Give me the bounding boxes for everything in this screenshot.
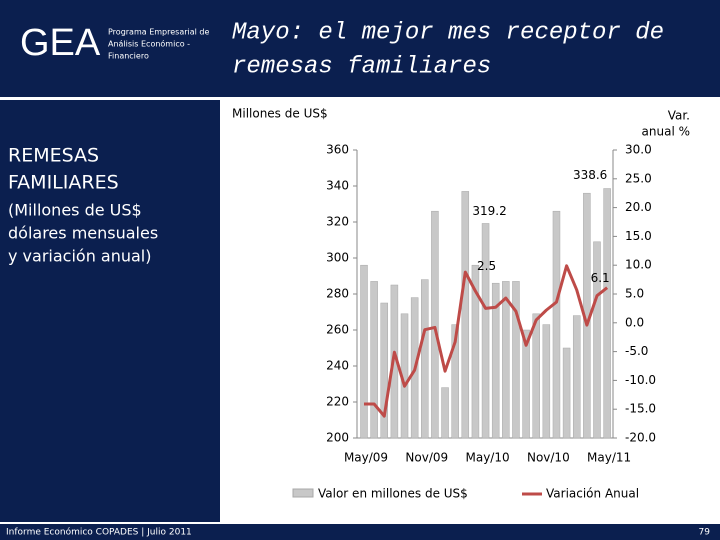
bar bbox=[542, 324, 551, 439]
logo: GEA bbox=[20, 22, 101, 64]
y-tick-label: 260 bbox=[326, 323, 349, 337]
y2-tick-label: -5.0 bbox=[625, 344, 648, 358]
y-tick-label: 300 bbox=[326, 251, 349, 265]
bar bbox=[562, 347, 571, 439]
bar bbox=[461, 191, 470, 439]
bar bbox=[431, 210, 439, 439]
bar bbox=[502, 281, 510, 439]
y2-tick-label: 30.0 bbox=[625, 143, 652, 157]
legend-label: Variación Anual bbox=[546, 487, 639, 501]
legend-label: Valor en millones de US$ bbox=[318, 487, 468, 501]
page-number: 79 bbox=[699, 528, 711, 538]
bar bbox=[481, 223, 490, 439]
y2-tick-label: 0.0 bbox=[625, 315, 644, 329]
bar bbox=[572, 315, 581, 439]
bar bbox=[441, 387, 449, 439]
data-label: 319.2 bbox=[472, 204, 506, 218]
side-heading: FAMILIARES bbox=[8, 172, 119, 194]
side-heading: REMESAS bbox=[8, 145, 99, 167]
y2-tick-label: 25.0 bbox=[625, 171, 652, 185]
y2-axis-title: Var. bbox=[668, 109, 690, 123]
slide-title: Mayo: el mejor mes receptor de bbox=[232, 19, 664, 46]
bar bbox=[380, 302, 389, 439]
data-label: 2.5 bbox=[477, 259, 496, 273]
x-tick-label: May/09 bbox=[344, 451, 388, 465]
slide-title: remesas familiares bbox=[232, 53, 491, 80]
y-tick-label: 320 bbox=[326, 215, 349, 229]
side-panel bbox=[0, 100, 220, 522]
program-line: Financiero bbox=[108, 52, 149, 61]
bar bbox=[593, 241, 601, 439]
bar bbox=[451, 324, 459, 439]
y2-axis-title: anual % bbox=[642, 125, 690, 139]
bar bbox=[471, 264, 480, 439]
y2-tick-label: -20.0 bbox=[625, 431, 656, 445]
legend-swatch bbox=[292, 488, 314, 498]
bar bbox=[491, 282, 500, 439]
y-tick-label: 240 bbox=[326, 359, 349, 373]
y-axis-title: Millones de US$ bbox=[232, 107, 328, 121]
line bbox=[364, 264, 609, 418]
bar bbox=[552, 210, 561, 439]
program-line: Análisis Económico - bbox=[108, 39, 190, 49]
data-label: 338.6 bbox=[573, 168, 607, 182]
chart: 200 220 240 260 280 300 320 340 360 -20.0 -15.0 -10… bbox=[292, 143, 656, 501]
program-line: Programa Empresarial de bbox=[108, 28, 209, 37]
side-text: y variación anual) bbox=[8, 247, 152, 266]
bar bbox=[603, 188, 611, 439]
bar bbox=[370, 281, 378, 439]
y2-tick-label: 10.0 bbox=[625, 258, 652, 272]
y2-tick-label: -10.0 bbox=[625, 373, 656, 387]
y2-tick-label: -15.0 bbox=[625, 402, 656, 416]
y2-tick-label: 20.0 bbox=[625, 200, 652, 214]
header-band bbox=[0, 0, 720, 97]
footer-band bbox=[0, 524, 720, 540]
side-text: dólares mensuales bbox=[8, 224, 158, 243]
bar bbox=[512, 281, 520, 439]
x-tick-label: Nov/10 bbox=[527, 451, 570, 465]
bar bbox=[522, 329, 530, 439]
y-tick-label: 280 bbox=[326, 287, 349, 301]
y-tick-label: 340 bbox=[326, 179, 349, 193]
y2-tick-label: 5.0 bbox=[625, 287, 644, 301]
data-label: 6.1 bbox=[591, 271, 610, 285]
y-tick-label: 360 bbox=[326, 143, 349, 157]
x-tick-label: Nov/09 bbox=[405, 451, 448, 465]
bar bbox=[421, 279, 429, 439]
footer: Informe Económico COPADES | Julio 2011 bbox=[6, 527, 192, 538]
y-tick-label: 200 bbox=[326, 431, 349, 445]
x-tick-label: May/10 bbox=[465, 451, 509, 465]
bar bbox=[360, 264, 368, 439]
y2-tick-label: 15.0 bbox=[625, 229, 652, 243]
y-tick-label: 220 bbox=[326, 395, 349, 409]
x-tick-label: May/11 bbox=[587, 451, 631, 465]
side-text: (Millones de US$ bbox=[8, 201, 142, 220]
bar bbox=[532, 313, 540, 439]
